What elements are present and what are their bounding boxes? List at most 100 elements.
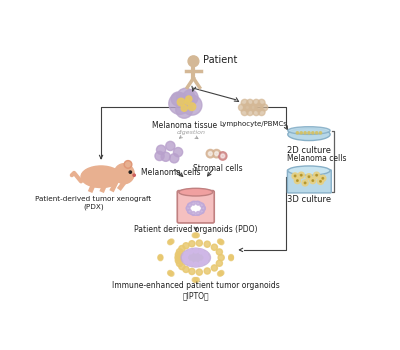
Circle shape — [195, 233, 199, 238]
Circle shape — [316, 174, 318, 176]
Circle shape — [202, 206, 205, 210]
Ellipse shape — [81, 166, 121, 188]
Circle shape — [158, 256, 163, 261]
Circle shape — [318, 178, 324, 184]
Text: Stromal cells: Stromal cells — [193, 164, 243, 173]
Circle shape — [196, 269, 202, 275]
Circle shape — [253, 99, 260, 106]
Circle shape — [170, 154, 179, 163]
Circle shape — [320, 181, 321, 182]
Text: Immune-enhanced patient tumor organoids
（IPTO）: Immune-enhanced patient tumor organoids … — [112, 281, 280, 300]
Circle shape — [316, 132, 318, 134]
Circle shape — [194, 248, 198, 253]
Circle shape — [188, 203, 192, 207]
Circle shape — [218, 272, 222, 276]
Circle shape — [241, 99, 248, 106]
Circle shape — [175, 252, 182, 258]
Circle shape — [155, 151, 164, 161]
Circle shape — [218, 152, 227, 160]
Circle shape — [292, 173, 298, 179]
Circle shape — [194, 233, 198, 238]
Circle shape — [312, 180, 314, 181]
Circle shape — [203, 252, 208, 257]
Circle shape — [253, 108, 260, 116]
Text: digestion: digestion — [177, 130, 206, 135]
Circle shape — [204, 268, 210, 274]
Circle shape — [186, 96, 192, 102]
Text: Lymphocyte/PBMCs: Lymphocyte/PBMCs — [220, 121, 288, 127]
Circle shape — [124, 161, 132, 168]
Ellipse shape — [288, 128, 330, 141]
Circle shape — [188, 261, 193, 266]
Circle shape — [304, 132, 306, 134]
Circle shape — [241, 108, 248, 116]
Circle shape — [218, 254, 224, 261]
Circle shape — [196, 211, 200, 215]
Circle shape — [246, 99, 254, 106]
Ellipse shape — [288, 166, 330, 175]
Circle shape — [255, 104, 263, 111]
Circle shape — [250, 104, 257, 111]
Circle shape — [319, 132, 322, 134]
Circle shape — [308, 176, 310, 177]
Circle shape — [171, 92, 185, 106]
Circle shape — [219, 271, 224, 275]
Circle shape — [204, 241, 210, 247]
Circle shape — [174, 147, 183, 157]
Circle shape — [158, 254, 163, 259]
FancyBboxPatch shape — [177, 191, 214, 223]
Circle shape — [177, 98, 185, 106]
Circle shape — [199, 261, 204, 266]
Circle shape — [181, 105, 187, 111]
Circle shape — [297, 180, 298, 181]
Circle shape — [194, 278, 198, 282]
Circle shape — [310, 177, 316, 184]
Circle shape — [199, 249, 204, 254]
Circle shape — [129, 171, 132, 173]
Circle shape — [195, 278, 199, 282]
Circle shape — [169, 239, 174, 244]
Circle shape — [183, 243, 189, 249]
Circle shape — [306, 174, 312, 180]
Circle shape — [183, 255, 187, 260]
Circle shape — [218, 271, 223, 276]
Circle shape — [314, 172, 320, 178]
Circle shape — [203, 259, 208, 263]
Text: Melanoma cells: Melanoma cells — [287, 154, 346, 163]
Circle shape — [192, 211, 195, 215]
FancyBboxPatch shape — [287, 170, 331, 193]
Circle shape — [179, 264, 185, 270]
Text: Melanoma tissue: Melanoma tissue — [152, 120, 217, 130]
Circle shape — [176, 260, 182, 267]
Circle shape — [182, 95, 202, 115]
Circle shape — [212, 149, 221, 158]
Circle shape — [249, 104, 256, 111]
Circle shape — [192, 201, 195, 205]
Circle shape — [186, 206, 190, 210]
Text: Melanoma cells: Melanoma cells — [141, 168, 200, 176]
Circle shape — [184, 252, 189, 257]
Circle shape — [298, 172, 304, 178]
Circle shape — [168, 271, 173, 276]
Ellipse shape — [186, 201, 205, 215]
Circle shape — [229, 255, 234, 260]
Circle shape — [258, 99, 265, 106]
Circle shape — [244, 104, 251, 111]
Circle shape — [184, 259, 189, 263]
Circle shape — [166, 141, 175, 150]
Circle shape — [176, 248, 182, 255]
Ellipse shape — [180, 247, 211, 268]
Circle shape — [322, 177, 324, 179]
Circle shape — [189, 241, 195, 247]
Circle shape — [168, 240, 172, 245]
Circle shape — [179, 245, 185, 252]
Circle shape — [300, 132, 302, 134]
Circle shape — [168, 239, 173, 244]
Text: Patient: Patient — [203, 55, 237, 65]
Circle shape — [294, 175, 296, 177]
Circle shape — [168, 271, 172, 275]
Circle shape — [229, 256, 233, 261]
Circle shape — [189, 268, 195, 274]
Circle shape — [183, 266, 189, 273]
Circle shape — [296, 132, 298, 134]
